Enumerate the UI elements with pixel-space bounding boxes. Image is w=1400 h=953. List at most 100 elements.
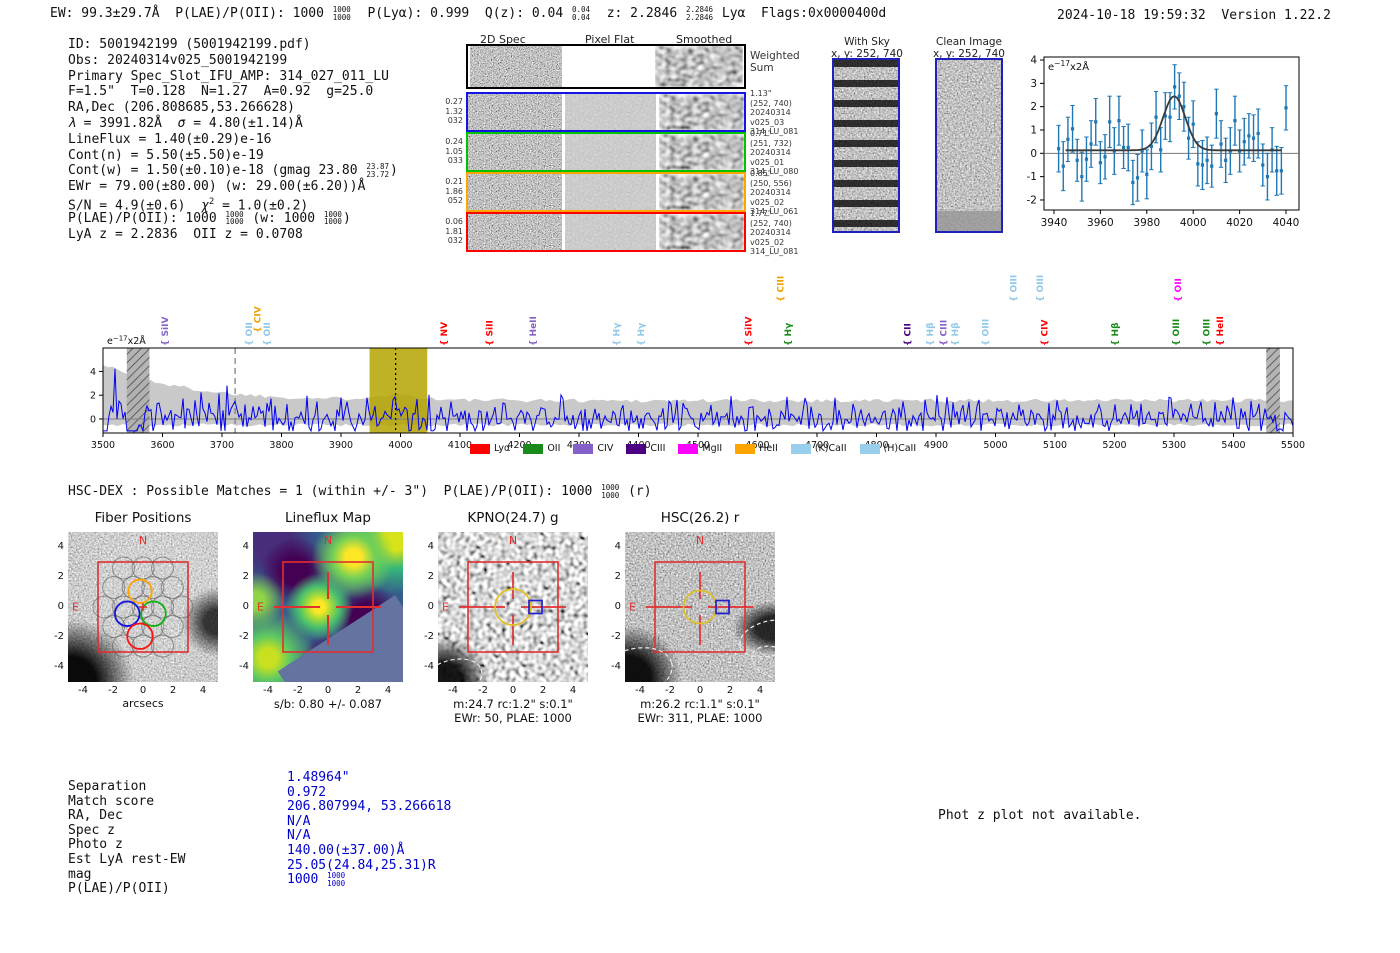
fiber-circle — [151, 595, 174, 619]
spectrum-plot-element: 4000 — [388, 440, 412, 451]
zoom-plot-element: 1 — [1030, 125, 1037, 137]
spectrum-plot-element: 0 — [90, 414, 96, 425]
row-2dspec-image — [468, 174, 562, 210]
zoom-plot-element — [1108, 120, 1112, 124]
source-ellipse — [751, 645, 775, 680]
legend-item: CIV — [573, 443, 613, 454]
zoom-plot-element: 4020 — [1226, 217, 1253, 229]
legend-swatch — [859, 443, 880, 454]
fiber-circle — [141, 576, 165, 599]
spectrum-plot-element: 2 — [90, 391, 96, 402]
cutout-caption: m:26.2 rc:1.1" s:0.1" — [640, 697, 760, 711]
zoom-plot-element — [1191, 122, 1195, 126]
x-tick-label: -4 — [448, 685, 458, 696]
clean-image-title-line: Clean Image — [935, 36, 1003, 48]
fiber-circle — [102, 615, 126, 638]
zoom-plot-element — [1219, 142, 1223, 146]
row-left-label-1: 0.24 1.05 033 — [439, 137, 463, 166]
spec2d-row-3 — [466, 212, 746, 252]
emission-line-label: { SiIV — [161, 317, 171, 346]
row-pixelflat-image — [565, 214, 656, 250]
match-table-value: 1.48964" — [287, 770, 350, 785]
x-tick-label: -2 — [293, 685, 303, 696]
catalog-match-square — [528, 599, 543, 615]
info-line-9: EWr = 79.00(±80.00) (w: 29.00(±6.20))Å — [68, 179, 398, 195]
decorative-element: 1.32 — [445, 106, 463, 116]
decorative-element: 0.24 — [445, 137, 463, 146]
zoom-plot-element — [1177, 94, 1181, 98]
y-tick-label: 2 — [57, 571, 64, 582]
zoom-plot-element — [1214, 112, 1218, 116]
report-date: 2024-10-18 19:59:32 — [1057, 8, 1206, 23]
y-tick-label: -2 — [611, 631, 621, 642]
legend-label: OII — [547, 443, 561, 454]
decorative-element — [659, 174, 744, 210]
decorative-element: 1000 — [323, 209, 342, 219]
info-line-1-text: Obs: 20240314v025_5001942199 — [68, 52, 288, 68]
zoom-plot-element — [1145, 172, 1149, 176]
decorative-element: 20240314 — [750, 108, 791, 117]
info-line-9-text: EWr = 79.00(±80.00) (w: 29.00(±6.20))Å — [68, 179, 366, 195]
decorative-element: 0.04 — [571, 5, 591, 14]
info-line-5-text: = 4.80(±1.14)Å — [185, 115, 303, 131]
spectrum-plot-element — [126, 348, 150, 433]
emission-line-label: { OII — [245, 322, 255, 346]
info-line-5-symbol: λ — [68, 115, 76, 131]
y-tick-label: 0 — [427, 601, 434, 612]
decorative-element: 1000 — [601, 490, 620, 500]
emission-line-label: { Hβ — [951, 322, 961, 346]
y-tick-label: -2 — [424, 631, 434, 642]
info-line-12-text: LyA z = 2.2836 OII z = 0.0708 — [68, 226, 303, 242]
zoom-plot-element: 4040 — [1273, 217, 1300, 229]
row-pixelflat-image — [565, 174, 656, 210]
decorative-element — [468, 214, 562, 250]
header-text: Lyα Flags:0x0000400d — [714, 6, 887, 21]
clean-image-coords: x, y: 252, 740 — [933, 48, 1005, 60]
hscdex-text: (r) — [620, 484, 652, 499]
decorative-element — [470, 46, 562, 87]
source-ellipse — [438, 658, 483, 682]
y-tick-label: 4 — [242, 541, 249, 552]
x-tick-label: -2 — [478, 685, 488, 696]
match-table-value: N/A — [287, 828, 310, 843]
weighted-2dspec-image — [470, 46, 562, 87]
decorative-element: (252, 740) — [750, 218, 792, 228]
header-fraction: 2.2846 2.2846 — [686, 6, 713, 21]
info-line-0: ID: 5001942199 (5001942199.pdf) — [68, 37, 398, 53]
row-right-label-3: 1.77" (252, 740) 20240314 v025_02 314_LU_081 — [750, 209, 812, 257]
row-pixelflat-image — [565, 134, 656, 170]
decorative-element — [655, 46, 743, 87]
emission-line-label: { Hβ — [926, 322, 936, 346]
zoom-plot-element — [1089, 142, 1093, 146]
match-value-7-text: 1000 — [287, 872, 327, 888]
spec2d-row-0 — [466, 92, 746, 132]
y-tick-label: 0 — [242, 601, 249, 612]
info-line-5-symbol: σ — [177, 115, 186, 131]
spectrum-plot-element: 5200 — [1102, 440, 1126, 451]
emission-line-label: { OIII — [1172, 319, 1182, 346]
east-label: E — [72, 600, 79, 614]
detection-info-block: ID: 5001942199 (5001942199.pdf) Obs: 2024… — [68, 37, 398, 242]
spectrum-plot-element: 3900 — [329, 440, 353, 451]
match-table-value: 0.972 — [287, 785, 326, 800]
spec2d-row-2 — [466, 172, 746, 212]
emission-line-label: { Hγ — [784, 323, 794, 346]
header-text: z: 2.2846 — [591, 6, 685, 21]
match-table-label: Separation — [68, 779, 147, 794]
decorative-element: 314_LU_061 — [750, 207, 799, 216]
emission-line-label: { SiIV — [745, 317, 755, 346]
x-tick-label: 0 — [696, 685, 704, 696]
info-line-4-text: RA,Dec (206.808685,53.266628) — [68, 100, 295, 116]
legend-swatch — [523, 443, 544, 454]
header-gap — [1206, 8, 1222, 23]
header-fraction: 0.04 0.04 — [572, 6, 590, 21]
legend-item: Lyα — [470, 443, 510, 454]
info-line-8: Cont(w) = 1.50(±0.10)e-18 (gmag 23.80 23… — [68, 163, 398, 179]
zoom-plot-element — [1117, 119, 1121, 123]
zoom-plot-element — [1265, 175, 1270, 179]
zoom-plot-element: 4 — [1030, 55, 1037, 67]
legend-label: MgII — [702, 443, 723, 454]
match-table-label: Photo z — [68, 837, 123, 853]
info-line-6: LineFlux = 1.40(±0.29)e-16 — [68, 132, 398, 148]
